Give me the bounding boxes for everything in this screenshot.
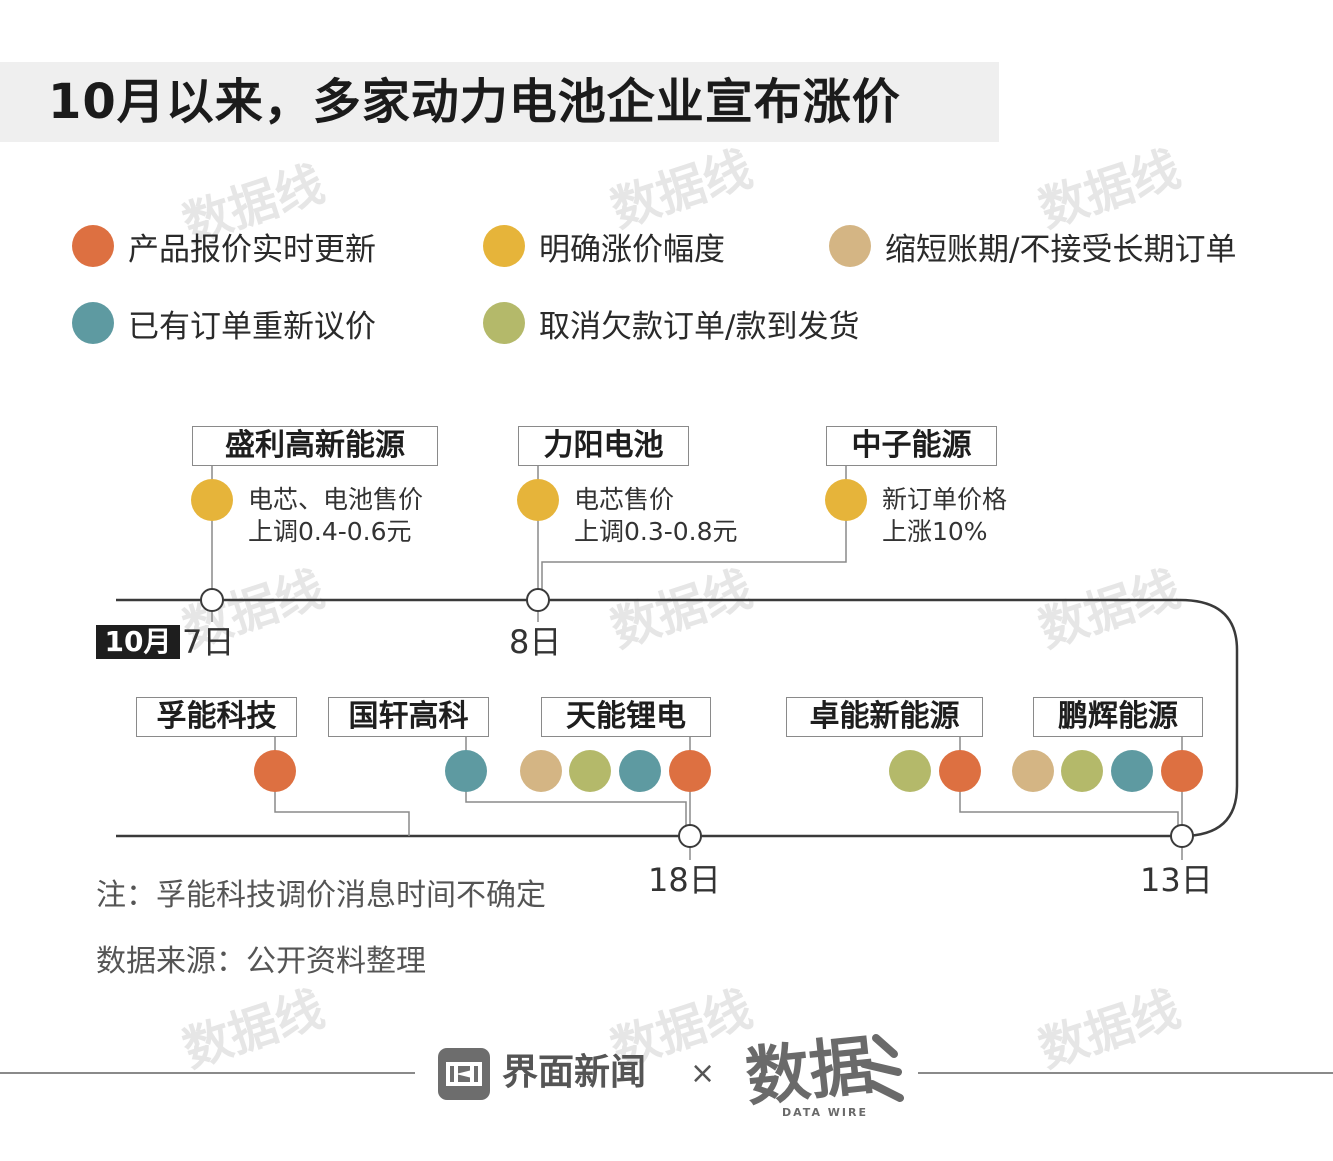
footer-brand: 界面新闻 [502, 1052, 647, 1093]
company-box-penghui: 鹏辉能源 [1033, 697, 1203, 737]
footnote: 注：孚能科技调价消息时间不确定 [96, 878, 546, 913]
jiemian-logo-icon [438, 1048, 490, 1100]
footer-divider-right [918, 1072, 1333, 1074]
company-box-liyang: 力阳电池 [518, 426, 689, 466]
legend-swatch [72, 302, 114, 344]
datawire-logo-en: DATA WIRE [782, 1106, 868, 1119]
info-line: 新订单价格 [882, 485, 1008, 514]
event-marker-orange [254, 750, 296, 792]
legend-swatch [483, 225, 525, 267]
info-line: 上涨10% [882, 517, 988, 546]
footer-times: × [690, 1056, 716, 1091]
month-tag: 10月 [96, 625, 180, 659]
info-text-zhongzi: 新订单价格 上涨10% [882, 484, 1007, 548]
legend-swatch [829, 225, 871, 267]
datawire-logo-cn: 数据 [744, 1029, 877, 1116]
company-box-shengli: 盛利高新能源 [192, 426, 438, 466]
date-node [526, 588, 550, 612]
info-line: 上调0.4-0.6元 [248, 517, 412, 546]
company-box-guoxuan: 国轩高科 [328, 697, 489, 737]
event-marker-tan [1012, 750, 1054, 792]
event-marker-yellow [825, 479, 867, 521]
data-source: 数据来源：公开资料整理 [96, 944, 426, 979]
date-node [678, 824, 702, 848]
event-marker-olive [889, 750, 931, 792]
legend-label: 已有订单重新议价 [128, 308, 376, 345]
date-label-8: 8日 [509, 623, 562, 661]
legend-label: 明确涨价幅度 [539, 231, 725, 268]
company-box-funeng: 孚能科技 [136, 697, 297, 737]
company-box-tianneng: 天能锂电 [541, 697, 711, 737]
info-text-liyang: 电芯售价 上调0.3-0.8元 [574, 484, 738, 548]
event-marker-olive [1061, 750, 1103, 792]
event-marker-orange [669, 750, 711, 792]
legend-swatch [483, 302, 525, 344]
info-line: 电芯售价 [574, 485, 675, 514]
legend-item: 取消欠款订单/款到发货 [483, 299, 859, 347]
info-line: 电芯、电池售价 [248, 485, 424, 514]
event-marker-teal [445, 750, 487, 792]
company-box-zhuoneng: 卓能新能源 [786, 697, 983, 737]
legend-item: 缩短账期/不接受长期订单 [829, 222, 1236, 270]
legend-label: 产品报价实时更新 [128, 231, 376, 268]
event-marker-orange [939, 750, 981, 792]
info-text-shengli: 电芯、电池售价 上调0.4-0.6元 [248, 484, 423, 548]
event-marker-tan [520, 750, 562, 792]
datawire-logo: 数据 DATA WIRE [744, 1029, 904, 1119]
date-label-7: 7日 [182, 623, 235, 661]
title-band [0, 62, 999, 142]
legend-item: 已有订单重新议价 [72, 299, 376, 347]
event-marker-yellow [191, 479, 233, 521]
legend-item: 产品报价实时更新 [72, 222, 376, 270]
date-label-18: 18日 [648, 861, 721, 899]
page-title: 10月以来，多家动力电池企业宣布涨价 [48, 74, 901, 130]
date-label-13: 13日 [1140, 861, 1213, 899]
date-node [200, 588, 224, 612]
legend-label: 取消欠款订单/款到发货 [539, 308, 860, 345]
connector-funeng [274, 737, 410, 836]
footer-divider-left [0, 1072, 415, 1074]
legend-label: 缩短账期/不接受长期订单 [885, 231, 1237, 268]
timeline-line [116, 598, 1239, 838]
date-node [1170, 824, 1194, 848]
event-marker-teal [619, 750, 661, 792]
company-box-zhongzi: 中子能源 [826, 426, 997, 466]
info-line: 上调0.3-0.8元 [574, 517, 738, 546]
legend-item: 明确涨价幅度 [483, 222, 725, 270]
event-marker-yellow [517, 479, 559, 521]
event-marker-teal [1111, 750, 1153, 792]
event-marker-olive [569, 750, 611, 792]
event-marker-orange [1161, 750, 1203, 792]
legend-swatch [72, 225, 114, 267]
